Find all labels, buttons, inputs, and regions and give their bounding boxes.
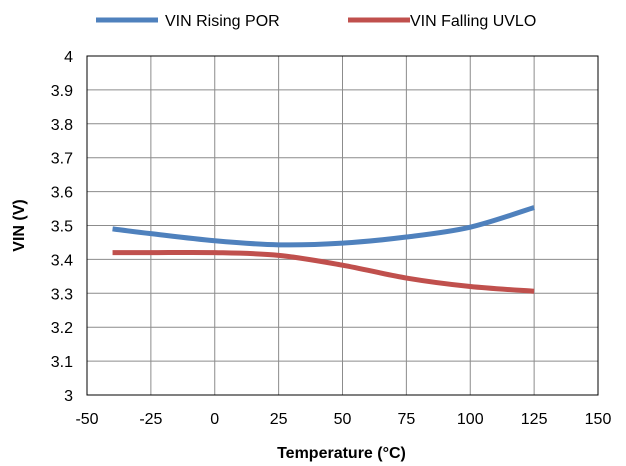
- y-axis-title: VIN (V): [11, 199, 28, 251]
- x-tick-label: 100: [457, 411, 484, 428]
- legend-label: VIN Falling UVLO: [410, 13, 536, 30]
- series-lines: [112, 205, 535, 294]
- x-tick-label: 50: [334, 411, 352, 428]
- x-tick-label: 75: [397, 411, 415, 428]
- y-tick-label: 3.9: [51, 83, 73, 100]
- series-line-vin-falling-uvlo: [112, 249, 535, 294]
- y-tick-label: 3.1: [51, 354, 73, 371]
- legend-item: VIN Falling UVLO: [348, 13, 536, 30]
- y-tick-labels: 3 3.1 3.2 3.3 3.4 3.5 3.6 3.7 3.8 3.9 4: [51, 49, 73, 405]
- legend-label: VIN Rising POR: [165, 13, 280, 30]
- x-tick-label: 150: [585, 411, 612, 428]
- y-tick-label: 4: [64, 49, 73, 66]
- y-tick-label: 3.4: [51, 252, 73, 269]
- y-tick-label: 3.6: [51, 185, 73, 202]
- legend: VIN Rising POR VIN Falling UVLO: [96, 13, 536, 30]
- x-axis-title: Temperature (°C): [277, 445, 406, 462]
- y-tick-label: 3.3: [51, 286, 73, 303]
- x-tick-labels: -50 -25 0 25 50 75 100 125 150: [75, 411, 611, 428]
- y-tick-label: 3.2: [51, 320, 73, 337]
- gridlines: [86, 55, 599, 396]
- plot-area: [86, 55, 599, 396]
- y-tick-label: 3.5: [51, 219, 73, 236]
- x-tick-label: -25: [139, 411, 162, 428]
- x-tick-label: 0: [210, 411, 219, 428]
- y-tick-label: 3: [64, 388, 73, 405]
- x-tick-label: -50: [75, 411, 98, 428]
- series-line-vin-rising-por: [112, 205, 535, 248]
- legend-item: VIN Rising POR: [96, 13, 280, 30]
- x-tick-label: 25: [270, 411, 288, 428]
- x-tick-label: 125: [521, 411, 548, 428]
- y-tick-label: 3.8: [51, 117, 73, 134]
- y-tick-label: 3.7: [51, 151, 73, 168]
